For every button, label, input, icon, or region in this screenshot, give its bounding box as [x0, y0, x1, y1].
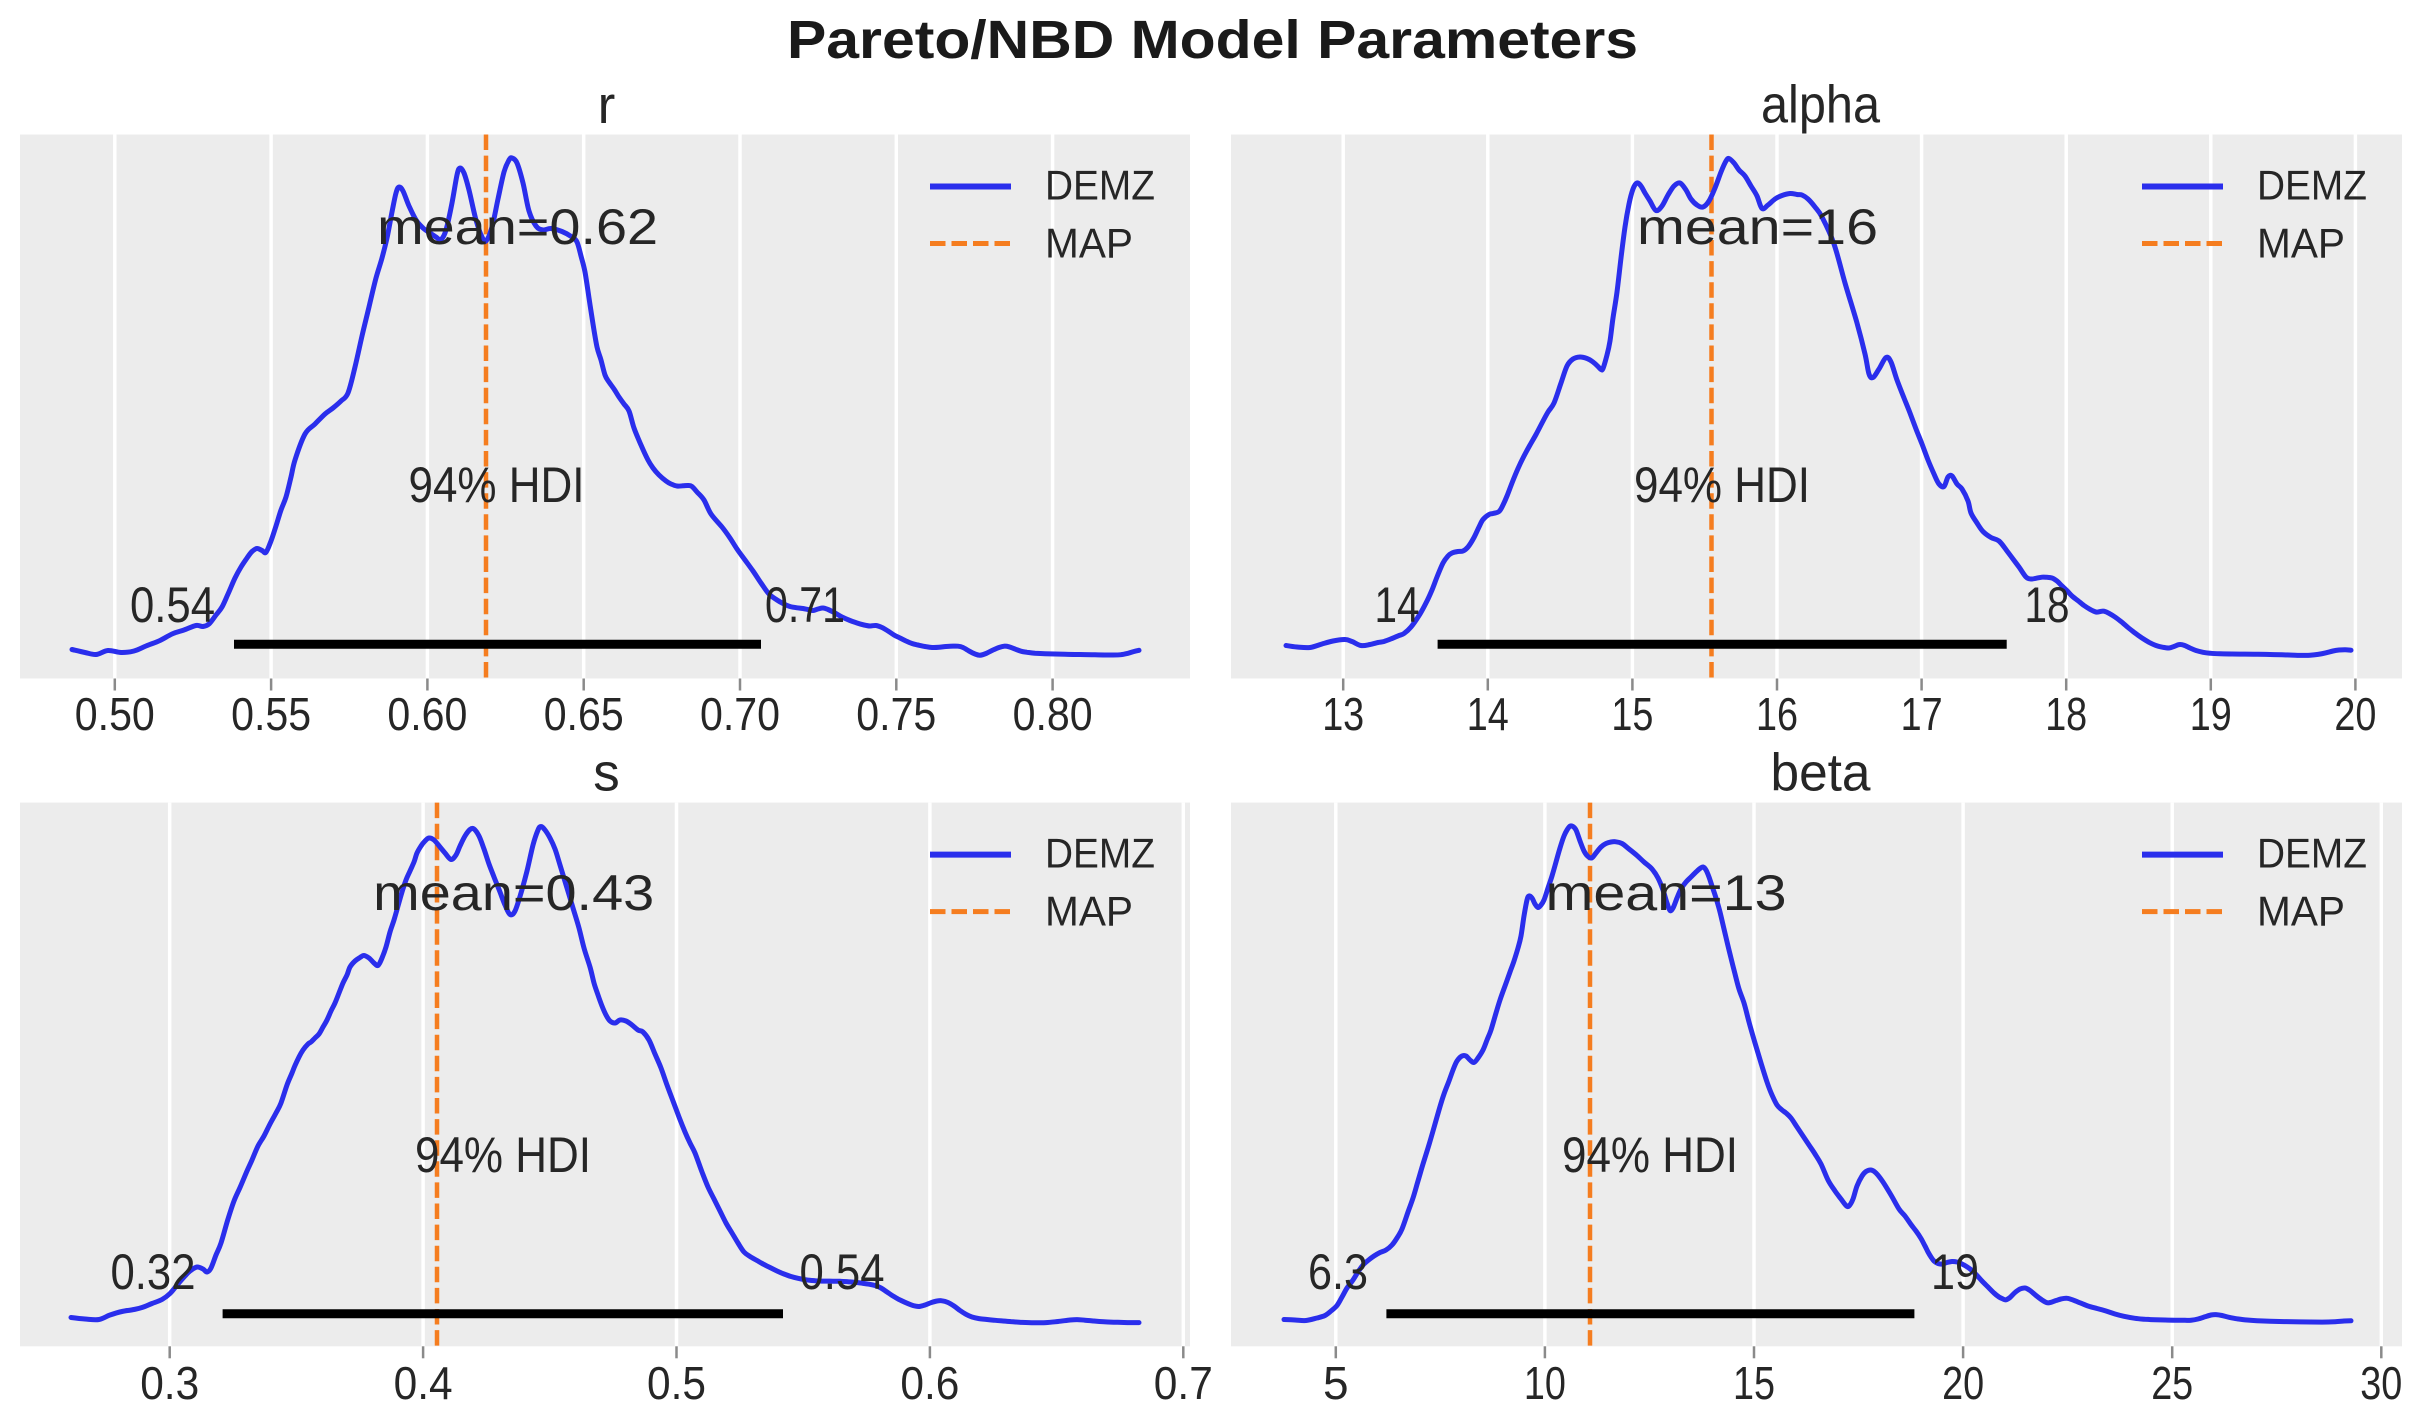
svg-text:0.3: 0.3 — [140, 1357, 199, 1409]
svg-text:19: 19 — [1931, 1244, 1979, 1300]
svg-text:0.32: 0.32 — [111, 1244, 196, 1300]
svg-text:Pareto/NBD Model Parameters: Pareto/NBD Model Parameters — [787, 10, 1638, 70]
svg-text:mean=16: mean=16 — [1637, 199, 1878, 255]
svg-text:0.60: 0.60 — [387, 688, 467, 740]
svg-text:r: r — [598, 76, 616, 135]
svg-text:alpha: alpha — [1761, 76, 1880, 135]
svg-text:MAP: MAP — [1045, 888, 1133, 935]
svg-text:MAP: MAP — [1045, 220, 1133, 267]
svg-text:15: 15 — [1611, 688, 1653, 740]
svg-text:0.50: 0.50 — [75, 688, 155, 740]
svg-text:MAP: MAP — [2257, 888, 2345, 935]
svg-text:16: 16 — [1756, 688, 1798, 740]
svg-text:0.7: 0.7 — [1154, 1357, 1213, 1409]
svg-text:18: 18 — [2045, 688, 2087, 740]
svg-text:14: 14 — [1467, 688, 1509, 740]
svg-text:0.6: 0.6 — [900, 1357, 959, 1409]
svg-text:DEMZ: DEMZ — [1045, 830, 1155, 877]
svg-text:14: 14 — [1375, 577, 1420, 633]
svg-text:17: 17 — [1901, 688, 1943, 740]
svg-text:0.80: 0.80 — [1013, 688, 1093, 740]
svg-text:beta: beta — [1771, 744, 1872, 803]
svg-text:MAP: MAP — [2257, 220, 2345, 267]
svg-text:DEMZ: DEMZ — [2257, 162, 2367, 209]
svg-text:0.71: 0.71 — [765, 577, 845, 633]
svg-text:0.5: 0.5 — [647, 1357, 706, 1409]
svg-text:DEMZ: DEMZ — [1045, 162, 1155, 209]
svg-text:13: 13 — [1322, 688, 1364, 740]
svg-text:0.70: 0.70 — [700, 688, 780, 740]
svg-text:mean=0.62: mean=0.62 — [377, 199, 658, 255]
svg-text:19: 19 — [2190, 688, 2232, 740]
svg-text:s: s — [593, 744, 620, 803]
svg-text:5: 5 — [1323, 1357, 1349, 1409]
svg-text:0.65: 0.65 — [544, 688, 624, 740]
svg-text:30: 30 — [2360, 1357, 2402, 1409]
svg-text:0.54: 0.54 — [800, 1244, 885, 1300]
svg-text:DEMZ: DEMZ — [2257, 830, 2367, 877]
svg-text:6.3: 6.3 — [1308, 1244, 1368, 1300]
svg-text:10: 10 — [1524, 1357, 1566, 1409]
svg-text:15: 15 — [1733, 1357, 1775, 1409]
svg-text:20: 20 — [2334, 688, 2376, 740]
svg-text:0.54: 0.54 — [130, 577, 215, 633]
svg-text:0.4: 0.4 — [394, 1357, 453, 1409]
svg-text:18: 18 — [2025, 577, 2070, 633]
svg-text:94% HDI: 94% HDI — [415, 1127, 591, 1183]
svg-text:mean=13: mean=13 — [1546, 865, 1787, 921]
svg-text:0.75: 0.75 — [856, 688, 936, 740]
svg-text:94% HDI: 94% HDI — [1562, 1127, 1738, 1183]
svg-text:0.55: 0.55 — [231, 688, 311, 740]
svg-text:20: 20 — [1942, 1357, 1984, 1409]
svg-text:94% HDI: 94% HDI — [409, 457, 585, 513]
svg-text:25: 25 — [2151, 1357, 2193, 1409]
svg-text:mean=0.43: mean=0.43 — [373, 865, 654, 921]
svg-text:94% HDI: 94% HDI — [1634, 457, 1810, 513]
